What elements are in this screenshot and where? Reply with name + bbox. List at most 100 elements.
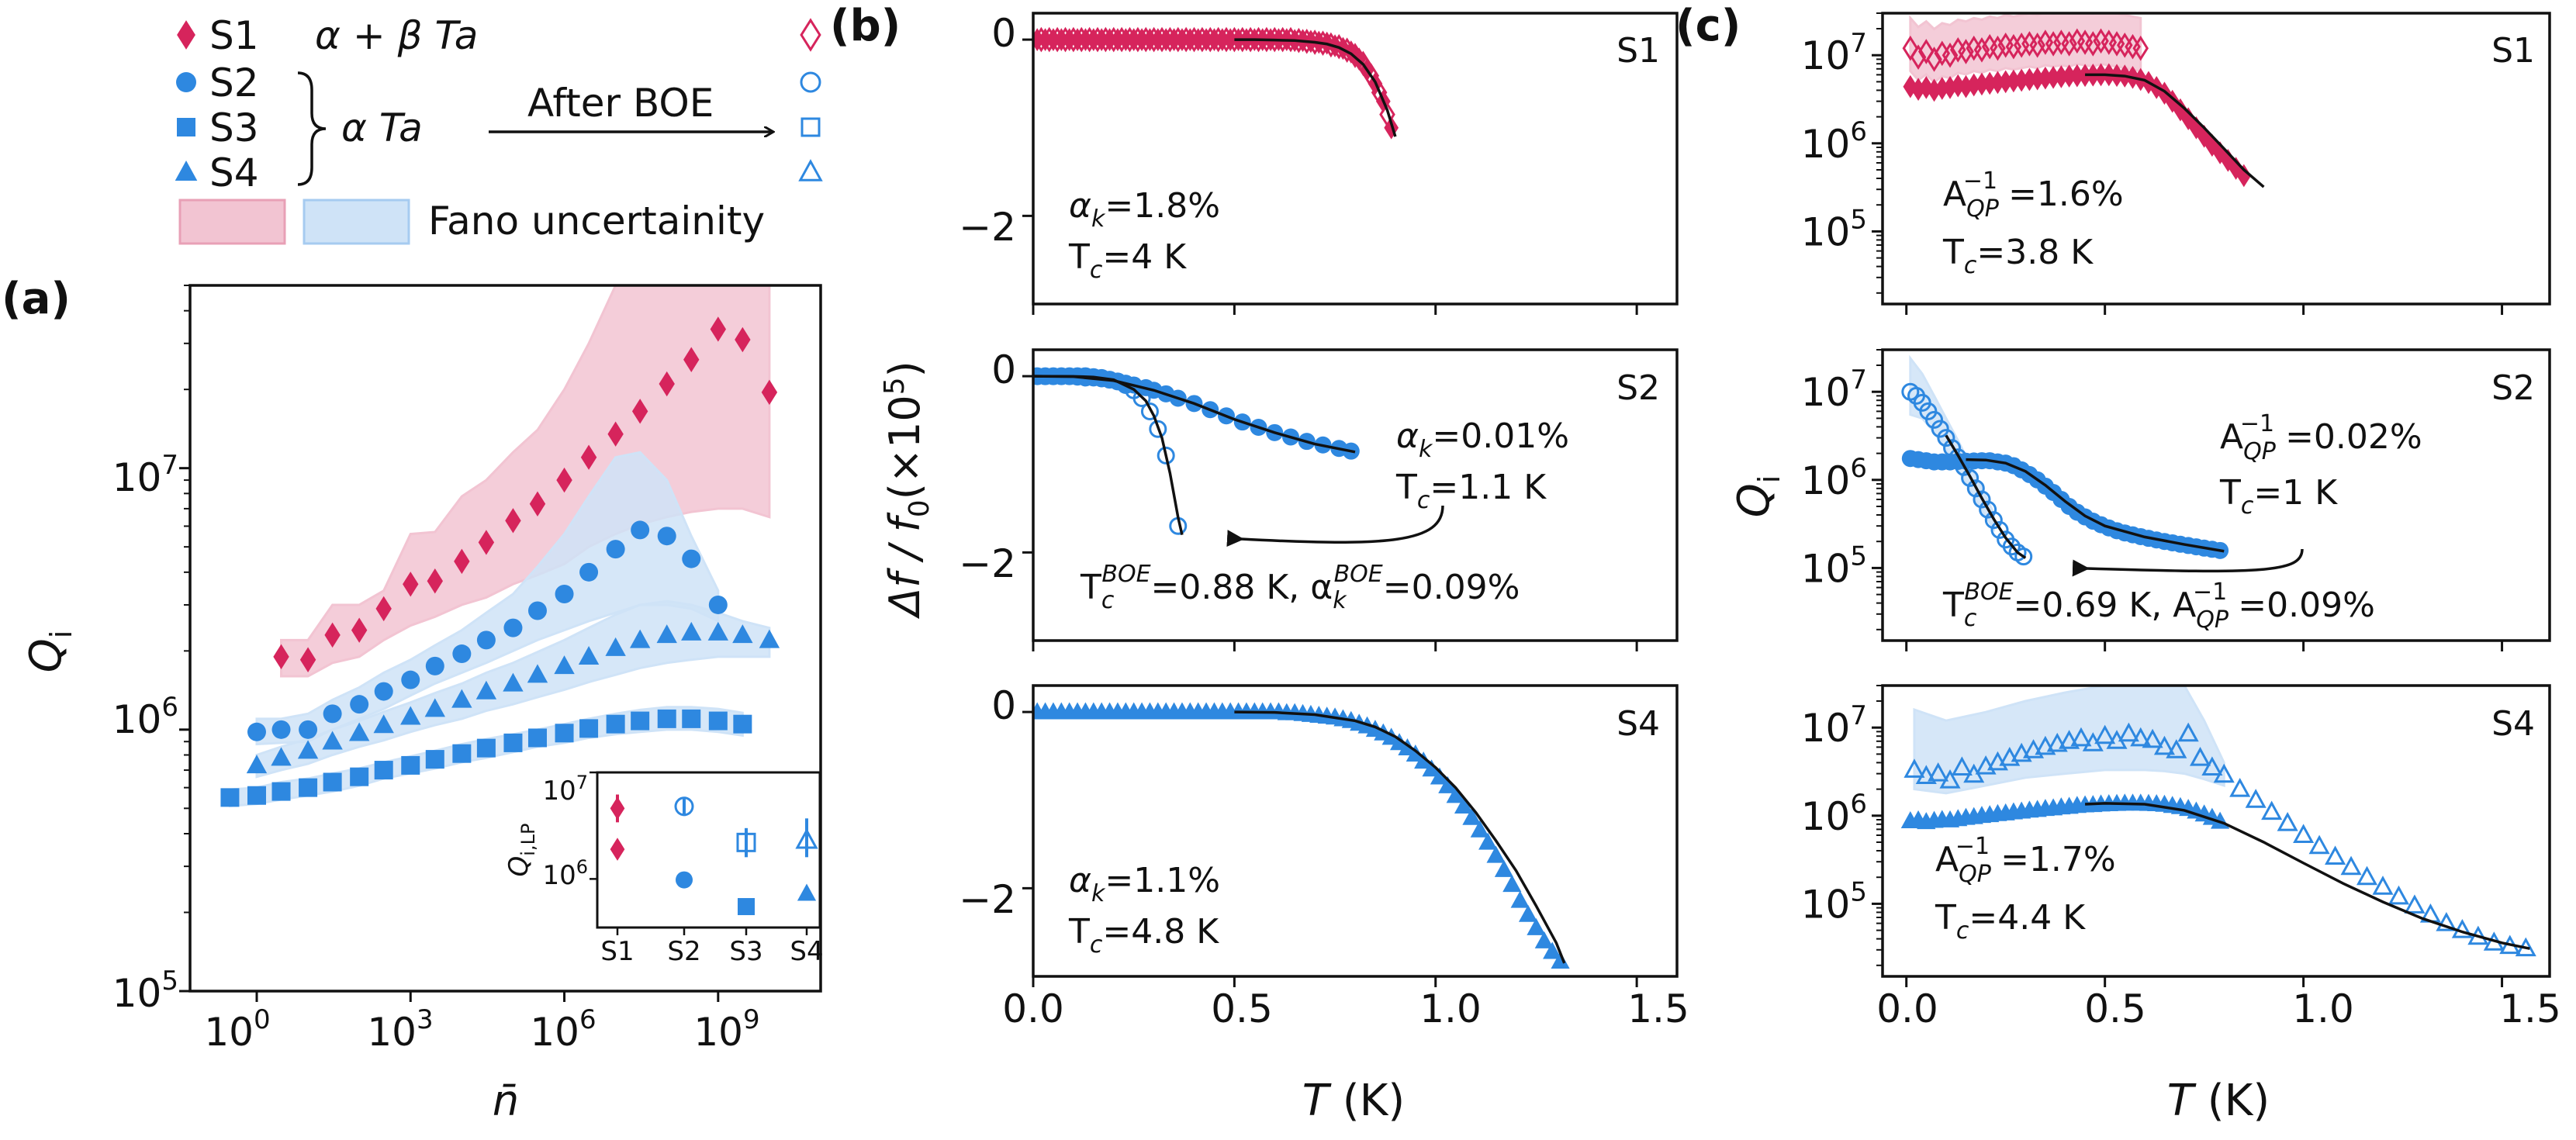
- c-ytick-exp: 5: [1850, 876, 1867, 907]
- b2-tc-annotation: Tc=1.1 K: [1395, 468, 1547, 514]
- a-xtick-label: 106: [530, 1004, 596, 1055]
- legend-s2-marker: [176, 72, 196, 92]
- c-ytick-base: 10: [1801, 122, 1851, 167]
- panel-b-plot-areas: [1022, 26, 1638, 987]
- b-marker-S1: [1070, 28, 1085, 51]
- marker-S2: [476, 630, 496, 650]
- marker-S4: [297, 740, 319, 759]
- c-marker-S1 after BOE: [1958, 39, 1974, 64]
- marker-S3: [220, 788, 240, 807]
- b-marker-S2 after BOE: [1157, 446, 1175, 465]
- b3-ytick-label: −2: [959, 877, 1016, 922]
- c-marker-S1: [2045, 65, 2061, 89]
- c-marker-S1: [2054, 65, 2069, 88]
- inset-xtick-label: S4: [790, 936, 823, 967]
- panel-c-frame-s1: [1881, 12, 2551, 306]
- marker-S4: [475, 680, 497, 700]
- c-marker-S4 after BOE: [2022, 739, 2045, 758]
- panel-b-tag-s2: S2: [1616, 368, 1660, 408]
- panel-b-y-ticks: 0 −2 0 −2 0 −2: [959, 11, 1016, 922]
- marker-S3: [527, 728, 547, 748]
- b-marker-S1: [1118, 28, 1133, 51]
- c-ytick-label: 106: [1801, 789, 1867, 839]
- b-marker-S4: [1406, 744, 1425, 762]
- b-marker-S1 after BOE: [1371, 79, 1388, 105]
- panel-c-tag-s4: S4: [2491, 704, 2535, 744]
- fano-band-S1: [280, 285, 771, 678]
- c-marker-S1: [1990, 71, 2005, 95]
- c-ytick-exp: 5: [1850, 204, 1867, 235]
- c-marker-S4 after BOE: [2070, 727, 2092, 747]
- legend: S1 α + β Ta S2 S3 S4 α Ta After BOE Fano…: [175, 13, 823, 245]
- c-marker-S1 after BOE: [1910, 44, 1927, 71]
- c-marker-S4 after BOE: [2308, 834, 2330, 855]
- c-marker-S1: [1966, 73, 1982, 97]
- marker-S3: [401, 755, 420, 775]
- c-marker-S1 after BOE: [1902, 35, 1919, 61]
- b-fit-line: [1234, 38, 1397, 137]
- b-marker-S4: [1502, 875, 1522, 893]
- c-marker-S1 after BOE: [2005, 33, 2022, 60]
- b3-ytick-label: 0: [991, 683, 1016, 728]
- c-marker-S2 after BOE: [1961, 468, 1980, 487]
- a-xtick-label: 109: [693, 1004, 759, 1055]
- marker-S1: [505, 508, 521, 534]
- marker-S2: [271, 720, 291, 739]
- b-marker-S1: [1191, 28, 1206, 51]
- c-ytick-exp: 7: [1850, 364, 1867, 396]
- b-marker-S4: [1494, 859, 1514, 877]
- b-marker-S1: [1215, 28, 1230, 51]
- c-fit-line: [2085, 73, 2265, 188]
- clip-a-group: [220, 285, 780, 808]
- panel-b-y-axis-label: Δf / f0(×105): [879, 361, 935, 619]
- c-marker-S4 after BOE: [2356, 865, 2378, 886]
- c-marker-S1: [1959, 74, 1973, 98]
- b-marker-S4: [1543, 941, 1562, 959]
- b-marker-S2 after BOE: [1132, 389, 1151, 407]
- marker-S4: [373, 714, 394, 734]
- clip-b2-group: [1033, 702, 1570, 969]
- b3-tc-annotation: Tc=4.8 K: [1068, 912, 1219, 959]
- c-ytick-base: 10: [1801, 706, 1851, 751]
- panel-c-tag-s1: S1: [2491, 31, 2535, 71]
- panel-b-frame-s1: [1032, 12, 1679, 306]
- c-marker-S2 after BOE: [1984, 511, 2003, 530]
- panel-b-x-axis-label: T (K): [1302, 1076, 1405, 1126]
- panel-c-frame-s2: [1881, 348, 2551, 642]
- marker-S2: [657, 527, 676, 546]
- c-ytick-label: 106: [1801, 453, 1867, 503]
- c-marker-S1 after BOE: [2061, 31, 2077, 57]
- marker-S2: [350, 695, 369, 714]
- b-marker-S1: [1046, 28, 1061, 51]
- b-marker-S1: [1182, 28, 1198, 51]
- marker-S4: [348, 722, 370, 741]
- marker-S2: [323, 704, 342, 724]
- b-fit-line: [1033, 375, 1356, 454]
- b-marker-S4: [1454, 796, 1474, 814]
- c-marker-S4 after BOE: [1939, 769, 1961, 789]
- marker-S1: [607, 421, 624, 447]
- panel-a-y-ticks: 105 106 107: [112, 450, 178, 1016]
- marker-S1: [631, 399, 648, 424]
- c-marker-S2 after BOE: [1948, 448, 1967, 467]
- c-marker-S1 after BOE: [2029, 32, 2045, 58]
- marker-S4: [707, 621, 729, 641]
- legend-s1-boe-marker: [800, 18, 821, 52]
- c-marker-S1: [2038, 66, 2053, 90]
- marker-S4: [629, 629, 651, 648]
- c-ytick-base: 10: [1801, 882, 1851, 927]
- b-marker-S2 after BOE: [1140, 402, 1159, 421]
- marker-S4: [605, 637, 626, 656]
- marker-S4: [732, 624, 753, 644]
- b-marker-S1 after BOE: [1330, 33, 1347, 60]
- panel-a-y-axis-label: Qi: [21, 630, 78, 673]
- marker-S1: [427, 568, 443, 594]
- panel-a-x-axis-label: n̄: [493, 1076, 519, 1125]
- marker-S3: [247, 786, 266, 805]
- marker-S2: [299, 720, 318, 739]
- c-ytick-base: 10: [1801, 209, 1851, 254]
- c-marker-S1: [2077, 64, 2093, 88]
- c-marker-S4 after BOE: [2094, 724, 2116, 744]
- c-marker-S1: [2062, 64, 2076, 88]
